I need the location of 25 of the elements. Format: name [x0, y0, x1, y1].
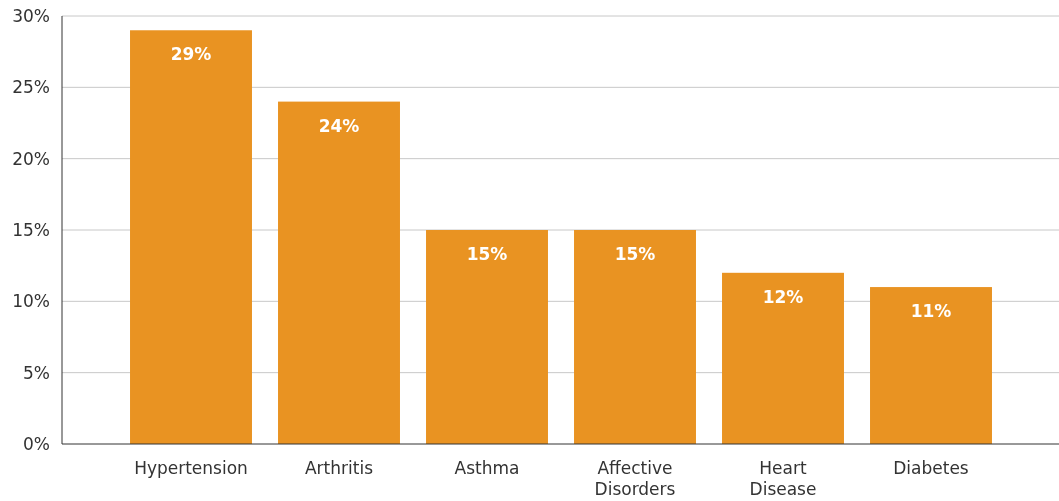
- x-tick-label: Asthma: [454, 458, 520, 478]
- data-label: 12%: [762, 286, 804, 307]
- data-label: 15%: [466, 244, 508, 264]
- x-tick-label: Hypertension: [134, 458, 248, 478]
- y-tick-label: 5%: [23, 362, 50, 383]
- data-label: 11%: [910, 301, 952, 322]
- bar: [870, 287, 992, 444]
- x-tick-label: Arthritis: [304, 458, 374, 478]
- y-tick-label: 30%: [12, 6, 50, 26]
- y-tick-label: 25%: [12, 77, 50, 98]
- y-tick-label: 20%: [12, 148, 50, 169]
- bar: [130, 30, 252, 444]
- bar: [278, 101, 400, 444]
- y-tick-label: 10%: [12, 291, 50, 312]
- bar: [426, 230, 548, 444]
- data-label: 24%: [318, 115, 360, 136]
- data-label: 15%: [614, 244, 656, 264]
- x-tick-label: Diabetes: [893, 458, 969, 478]
- y-tick-label: 0%: [23, 434, 50, 454]
- x-tick-label: Affective Disorders: [594, 458, 676, 499]
- bar: [722, 272, 844, 444]
- y-tick-label: 15%: [12, 220, 50, 240]
- data-label: 29%: [170, 44, 212, 65]
- x-tick-label: Heart Disease: [749, 458, 817, 499]
- bar: [574, 230, 696, 444]
